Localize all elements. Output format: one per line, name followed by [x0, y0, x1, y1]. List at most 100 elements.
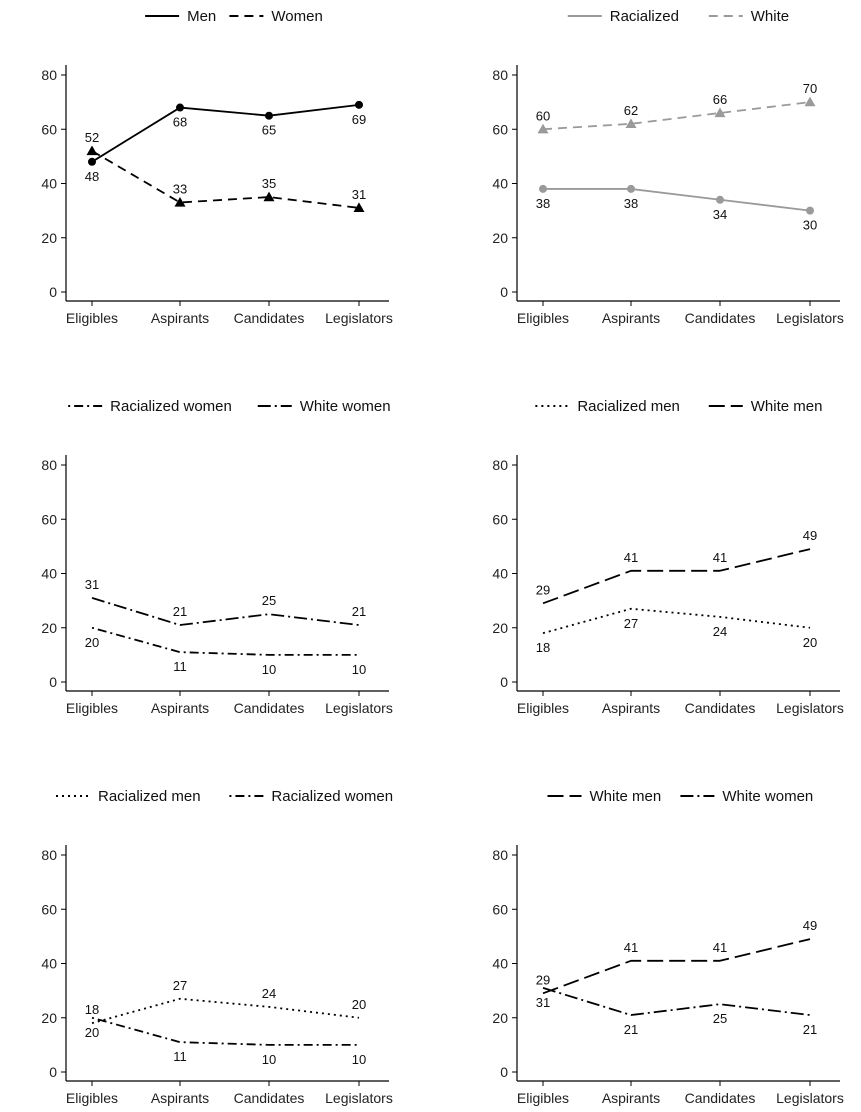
legend-label: Racialized men	[98, 788, 201, 805]
x-tick-label: Candidates	[685, 310, 756, 326]
data-label: 29	[536, 582, 550, 597]
x-tick-label: Eligibles	[66, 1090, 118, 1106]
x-tick-label: Legislators	[776, 1090, 844, 1106]
x-tick-label: Legislators	[325, 1090, 393, 1106]
data-label: 48	[85, 169, 99, 184]
y-tick-label: 20	[492, 1010, 508, 1026]
data-label: 38	[624, 196, 638, 211]
data-label: 41	[713, 940, 727, 955]
x-tick-label: Legislators	[325, 700, 393, 716]
chart-panel-1: 0 20 40 60 80 Eligibles Aspirants Candidates Leg…	[41, 8, 392, 326]
y-tick-label: 80	[492, 457, 508, 473]
y-tick-label: 40	[41, 566, 57, 582]
data-label: 66	[713, 92, 727, 107]
data-label: 24	[262, 986, 276, 1001]
legend: Racialized men White men	[535, 398, 822, 415]
legend-label: Racialized women	[271, 788, 393, 805]
y-tick-label: 20	[492, 230, 508, 246]
x-tick-label: Aspirants	[151, 310, 209, 326]
series-men: 48 68 65 69	[85, 100, 366, 184]
data-point	[539, 184, 547, 193]
x-tick-label: Candidates	[234, 700, 305, 716]
data-label: 21	[173, 604, 187, 619]
data-point	[88, 157, 96, 166]
data-label: 68	[173, 115, 187, 130]
y-tick-label: 80	[41, 457, 57, 473]
series-line	[542, 938, 811, 995]
data-label: 29	[536, 972, 550, 987]
data-point	[804, 96, 816, 107]
y-tick-label: 60	[492, 511, 508, 527]
data-label: 31	[536, 995, 550, 1010]
x-tick-label: Aspirants	[602, 700, 660, 716]
x-tick-label: Eligibles	[517, 310, 569, 326]
series-white-women: 31 21 25 21	[85, 577, 366, 626]
y-tick-label: 0	[500, 284, 508, 300]
chart-panel-3: 0 20 40 60 80 Eligibles Aspirants Candidates Leg…	[41, 398, 392, 716]
data-point	[86, 145, 98, 156]
series-white-men: 29 41 41 49	[536, 918, 817, 995]
legend-label: Women	[271, 8, 322, 25]
data-label: 10	[352, 662, 366, 677]
series-line	[543, 188, 811, 212]
legend: Racialized women White women	[68, 398, 391, 415]
data-label: 11	[173, 659, 187, 674]
chart-panel-5: 0 20 40 60 80 Eligibles Aspirants Candidates Leg…	[41, 788, 393, 1106]
data-label: 27	[173, 978, 187, 993]
legend-label: Racialized men	[577, 398, 680, 415]
y-tick-label: 60	[41, 121, 57, 137]
x-tick-label: Legislators	[776, 310, 844, 326]
legend-label: White women	[722, 788, 813, 805]
y-tick-label: 0	[49, 674, 57, 690]
y-tick-label: 40	[41, 956, 57, 972]
data-point	[265, 111, 273, 120]
data-label: 69	[352, 112, 366, 127]
legend: White men White women	[547, 788, 813, 805]
data-point	[537, 123, 549, 134]
data-label: 33	[173, 181, 187, 196]
data-label: 35	[262, 176, 276, 191]
y-tick-label: 20	[41, 230, 57, 246]
y-tick-label: 20	[41, 1010, 57, 1026]
y-tick-label: 0	[500, 674, 508, 690]
data-point	[714, 107, 726, 118]
chart-panel-4: 0 20 40 60 80 Eligibles Aspirants Candidates Leg…	[492, 398, 843, 716]
y-tick-label: 80	[492, 67, 508, 83]
x-tick-label: Eligibles	[66, 310, 118, 326]
series-line	[542, 987, 811, 1016]
legend-label: White men	[751, 398, 823, 415]
data-point	[627, 184, 635, 193]
series-white-men: 29 41 41 49	[536, 528, 817, 605]
data-label: 11	[173, 1049, 187, 1064]
data-point	[353, 202, 365, 213]
series-line	[91, 150, 360, 209]
series-line	[91, 1016, 359, 1046]
x-tick-label: Aspirants	[151, 1090, 209, 1106]
legend: Men Women	[145, 8, 323, 25]
y-tick-label: 0	[49, 284, 57, 300]
y-tick-label: 60	[492, 121, 508, 137]
data-point	[716, 195, 724, 204]
x-tick-label: Aspirants	[151, 700, 209, 716]
series-line	[91, 626, 359, 656]
data-label: 10	[262, 662, 276, 677]
data-label: 21	[803, 1022, 817, 1037]
data-label: 20	[85, 635, 99, 650]
y-tick-label: 80	[41, 67, 57, 83]
data-point	[263, 191, 275, 202]
data-point	[806, 206, 814, 215]
data-label: 31	[85, 577, 99, 592]
x-tick-label: Eligibles	[517, 700, 569, 716]
data-label: 31	[352, 187, 366, 202]
data-label: 41	[624, 940, 638, 955]
data-label: 70	[803, 81, 817, 96]
data-label: 24	[713, 624, 727, 639]
data-label: 20	[352, 997, 366, 1012]
x-tick-label: Eligibles	[66, 700, 118, 716]
x-tick-label: Aspirants	[602, 310, 660, 326]
series-white-women: 31 21 25 21	[536, 987, 817, 1037]
data-label: 30	[803, 218, 817, 233]
series-line	[91, 597, 360, 626]
data-point	[625, 118, 637, 128]
series-line	[542, 607, 811, 635]
